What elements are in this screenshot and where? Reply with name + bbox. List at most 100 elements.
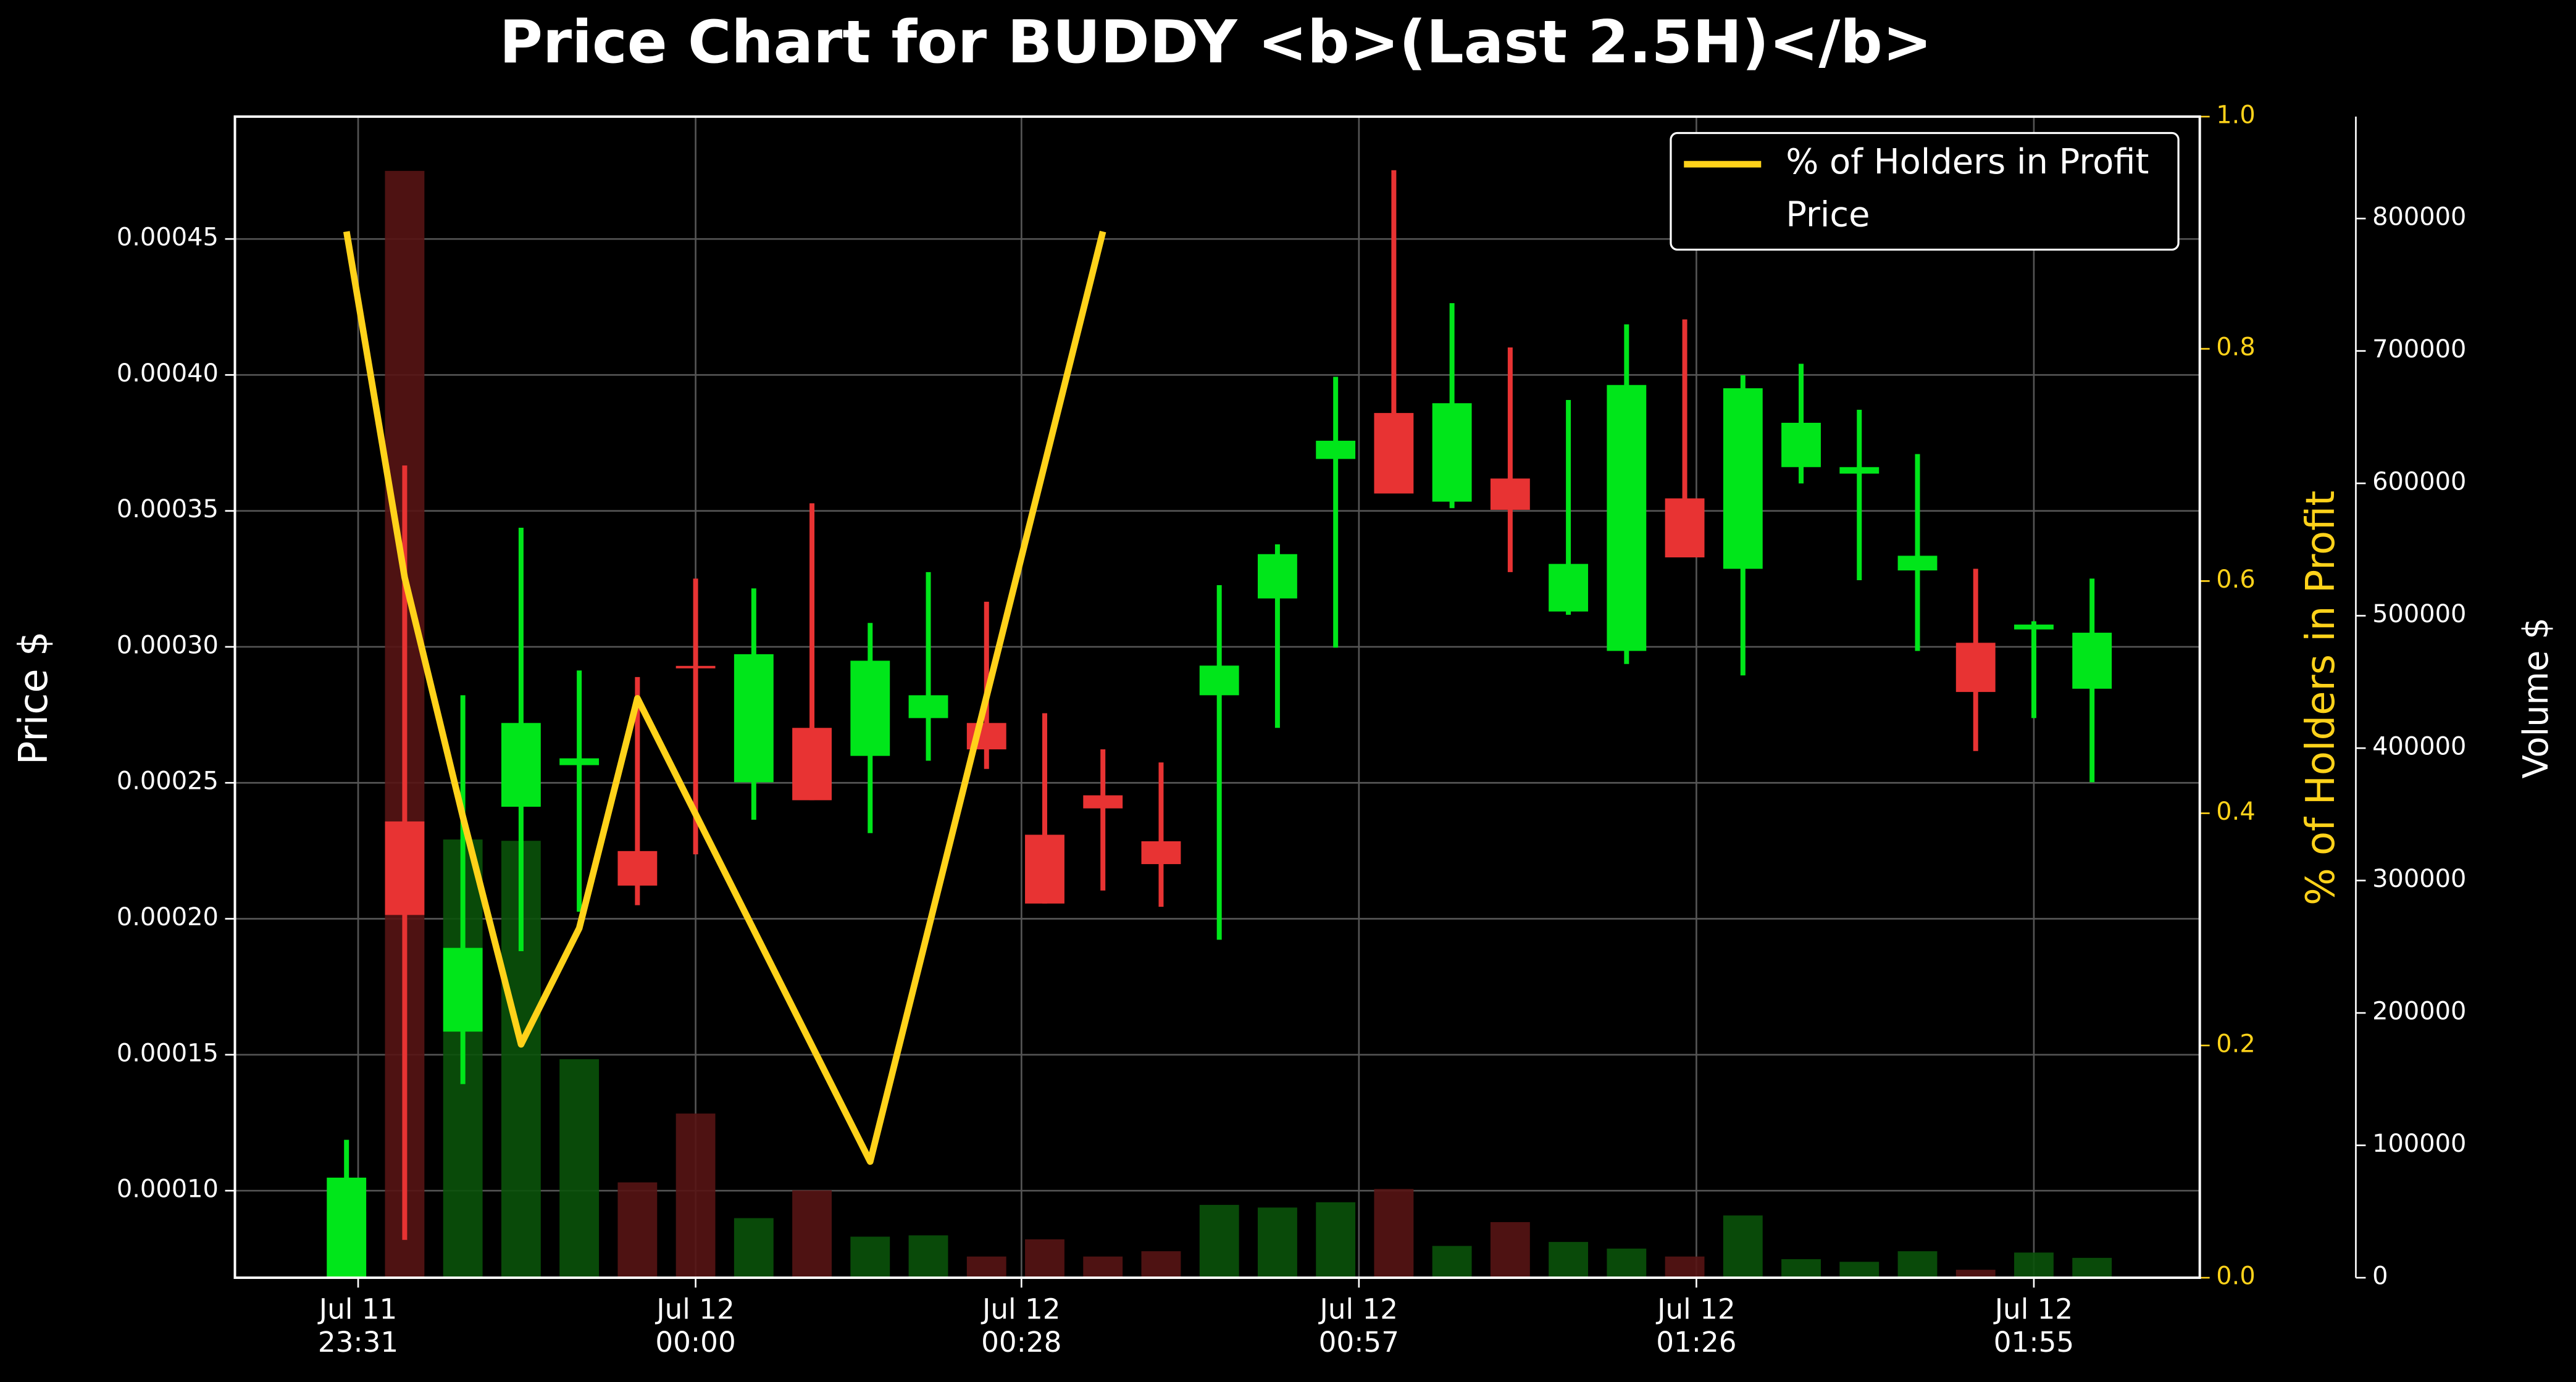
- volume-bar: [617, 1182, 658, 1278]
- x-tick-label: Jul 12 00:28: [981, 1294, 1062, 1360]
- x-tick-label: Jul 12 00:00: [655, 1294, 736, 1360]
- holders-line: [343, 230, 1106, 1165]
- candle-body: [1025, 835, 1064, 904]
- y3-tick-label: 800000: [2372, 203, 2466, 231]
- candle-body: [1549, 564, 1589, 612]
- x-tick-label: Jul 12 01:26: [1656, 1294, 1737, 1360]
- volume-bar: [1897, 1251, 1938, 1278]
- candle-body: [1607, 385, 1647, 651]
- legend: % of Holders in Profit Price: [1670, 131, 2180, 251]
- volume-bar: [1025, 1239, 1064, 1278]
- candle-body: [385, 821, 425, 915]
- y3-tick-label: 0: [2372, 1262, 2388, 1291]
- y-tick-label: 0.00030: [117, 631, 219, 659]
- y-axis-label: Price $: [11, 631, 57, 765]
- x-tick-label: Jul 12 00:57: [1318, 1294, 1400, 1360]
- y2-tick-label: 0.0: [2216, 1262, 2255, 1291]
- candle-body: [1316, 441, 1356, 459]
- volume-bar: [734, 1218, 774, 1278]
- candle-body: [1665, 498, 1705, 558]
- x-tick-label: Jul 11 23:31: [317, 1294, 399, 1360]
- candle-body: [792, 728, 832, 801]
- candle-body: [1257, 554, 1297, 599]
- volume-bar: [1257, 1207, 1297, 1278]
- y3-tick-label: 400000: [2372, 733, 2466, 761]
- candle-body: [501, 723, 541, 807]
- y2-tick-label: 0.8: [2216, 333, 2255, 362]
- legend-label: % of Holders in Profit: [1786, 142, 2149, 182]
- volume-bar: [908, 1235, 948, 1278]
- y3-axis-label: Volume $: [2516, 617, 2556, 778]
- candle-body: [1839, 467, 1880, 474]
- y3-tick-label: 200000: [2372, 997, 2466, 1026]
- candle-body: [1897, 556, 1938, 571]
- volume-bar: [2014, 1252, 2054, 1278]
- y3-tick-label: 700000: [2372, 335, 2466, 364]
- candle-body: [1083, 795, 1123, 809]
- candle-body: [1374, 413, 1414, 494]
- x-tick-label: Jul 12 00:00: [655, 1294, 736, 1360]
- volume-bar: [1083, 1256, 1123, 1278]
- candle-body: [1490, 478, 1530, 510]
- volume-bar: [1199, 1205, 1239, 1278]
- y2-axis-label: % of Holders in Profit: [2298, 491, 2344, 905]
- volume-bar: [1374, 1189, 1414, 1278]
- y2-tick-label: 0.2: [2216, 1030, 2255, 1058]
- chart-title: Price Chart for BUDDY <b>(Last 2.5H)</b>: [500, 7, 1932, 77]
- volume-bar: [1141, 1251, 1181, 1278]
- y-tick-label: 0.00010: [117, 1175, 219, 1204]
- volume-bar: [1490, 1222, 1530, 1278]
- x-tick-label: Jul 12 01:55: [1993, 1294, 2075, 1360]
- x-tick-label: Jul 11 23:31: [317, 1294, 399, 1360]
- x-tick-label: Jul 12 01:55: [1993, 1294, 2075, 1360]
- candle-body: [850, 660, 890, 756]
- candle-body: [1199, 665, 1239, 696]
- y-tick-label: 0.00020: [117, 903, 219, 931]
- candle-body: [617, 851, 658, 886]
- y-tick-label: 0.00040: [117, 359, 219, 388]
- candle-body: [908, 695, 948, 718]
- candle-body: [2072, 633, 2112, 689]
- legend-label: Price: [1786, 194, 1870, 235]
- volume-bar: [966, 1256, 1006, 1278]
- candle-body: [1141, 841, 1181, 864]
- candle-body: [559, 758, 600, 765]
- candle-body: [675, 665, 716, 668]
- volume-bar: [1432, 1246, 1472, 1278]
- volume-bar: [2072, 1257, 2112, 1278]
- y3-tick-label: 300000: [2372, 865, 2466, 893]
- y2-tick-label: 0.6: [2216, 565, 2255, 594]
- candle-body: [2014, 624, 2054, 630]
- y2-tick-label: 0.4: [2216, 797, 2255, 826]
- plot-area: [327, 170, 2112, 1278]
- y-tick-label: 0.00025: [117, 767, 219, 796]
- volume-bar: [1665, 1256, 1705, 1278]
- axes: Jul 11 23:31 Jul 12 00:00 Jul 12 00:28 Jul …: [117, 101, 2467, 1360]
- y-tick-label: 0.00045: [117, 223, 219, 252]
- candle-body: [327, 1177, 367, 1278]
- volume-bar: [1781, 1259, 1821, 1278]
- candle-body: [1432, 403, 1472, 502]
- candle-body: [1955, 643, 1996, 693]
- y3-tick-label: 500000: [2372, 600, 2466, 628]
- y3-tick-label: 100000: [2372, 1130, 2466, 1158]
- candle-body: [443, 947, 483, 1032]
- legend-box: [1670, 131, 2180, 251]
- x-tick-label: Jul 12 00:28: [981, 1294, 1062, 1360]
- volume-bar: [1839, 1262, 1880, 1278]
- volume-bar: [792, 1190, 832, 1278]
- volume-bar: [675, 1114, 716, 1278]
- y3-tick-label: 600000: [2372, 468, 2466, 496]
- plot-frame: [233, 115, 2201, 1280]
- volume-bar: [850, 1236, 890, 1278]
- volume-bar: [1607, 1248, 1647, 1278]
- volume-bar: [559, 1059, 600, 1278]
- candle-body: [734, 654, 774, 783]
- candle-body: [1781, 422, 1821, 467]
- x-tick-label: Jul 12 01:26: [1656, 1294, 1737, 1360]
- x-tick-label: Jul 12 00:57: [1318, 1294, 1400, 1360]
- volume-bar: [1723, 1215, 1763, 1278]
- volume-bar: [1955, 1270, 1996, 1278]
